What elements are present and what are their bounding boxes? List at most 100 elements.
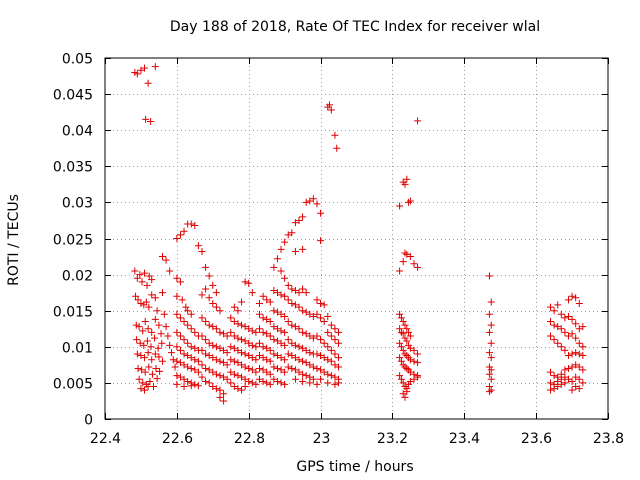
- data-point: [281, 380, 289, 388]
- data-point: [266, 370, 274, 378]
- data-point: [141, 368, 149, 376]
- data-point: [295, 325, 303, 333]
- data-point: [194, 368, 202, 376]
- data-point: [485, 370, 493, 378]
- data-point: [327, 372, 335, 380]
- data-point: [266, 346, 274, 354]
- data-point: [396, 325, 404, 333]
- data-point: [157, 330, 165, 338]
- data-point: [255, 375, 263, 383]
- data-point: [320, 368, 328, 376]
- data-point: [335, 354, 343, 362]
- data-point: [140, 341, 148, 349]
- chart-title: Day 188 of 2018, Rate Of TEC Index for r…: [170, 19, 540, 35]
- data-point: [403, 325, 411, 333]
- data-point: [144, 79, 152, 87]
- data-point: [230, 383, 238, 391]
- data-point: [205, 366, 213, 374]
- data-point: [184, 377, 192, 385]
- data-point: [270, 323, 278, 331]
- data-point: [547, 379, 555, 387]
- data-point: [238, 321, 246, 329]
- data-point: [255, 310, 263, 318]
- data-point: [579, 323, 587, 331]
- data-point: [141, 386, 149, 394]
- data-point: [216, 328, 224, 336]
- data-point: [320, 339, 328, 347]
- data-point: [198, 373, 206, 381]
- data-point: [266, 318, 274, 326]
- data-point: [216, 372, 224, 380]
- data-point: [281, 368, 289, 376]
- data-point: [223, 361, 231, 369]
- data-point: [291, 341, 299, 349]
- data-point: [139, 379, 147, 387]
- data-point: [414, 359, 422, 367]
- data-point: [575, 385, 583, 393]
- data-point: [147, 118, 155, 126]
- data-point: [151, 294, 159, 302]
- data-point: [564, 332, 572, 340]
- data-point: [299, 328, 307, 336]
- data-point: [263, 344, 271, 352]
- plot-frame: [104, 57, 609, 420]
- data-point: [263, 296, 271, 304]
- data-point: [259, 292, 267, 300]
- axis-ticks: 22.4 22.6 22.8 23 23.2 23.4 23.6 23.8 0 0.005 0.01…: [53, 52, 624, 448]
- data-point: [313, 200, 321, 208]
- y-axis-label: ROTI / TECUs: [6, 194, 22, 286]
- data-point: [266, 357, 274, 365]
- data-point: [220, 390, 228, 398]
- data-point: [299, 213, 307, 221]
- data-point: [191, 380, 199, 388]
- data-point: [187, 343, 195, 351]
- data-point: [335, 363, 343, 371]
- data-point: [288, 351, 296, 359]
- data-point: [550, 336, 558, 344]
- data-point: [141, 318, 149, 326]
- data-point: [171, 363, 179, 371]
- data-point: [187, 325, 195, 333]
- data-point: [220, 373, 228, 381]
- data-point: [158, 339, 166, 347]
- data-point: [238, 298, 246, 306]
- data-point: [309, 312, 317, 320]
- data-point: [306, 332, 314, 340]
- data-point: [270, 336, 278, 344]
- data-point: [259, 377, 267, 385]
- data-point: [187, 354, 195, 362]
- data-point: [335, 328, 343, 336]
- data-point: [396, 372, 404, 380]
- data-point: [295, 368, 303, 376]
- data-point: [485, 272, 493, 280]
- data-point: [277, 267, 285, 275]
- data-point: [335, 339, 343, 347]
- data-point: [162, 256, 170, 264]
- data-point: [487, 321, 495, 329]
- data-point: [557, 310, 565, 318]
- data-point: [302, 346, 310, 354]
- data-point: [173, 274, 181, 282]
- data-point: [554, 301, 562, 309]
- data-point: [313, 380, 321, 388]
- data-point: [302, 359, 310, 367]
- data-point: [572, 373, 580, 381]
- data-point: [143, 281, 151, 289]
- data-point: [266, 332, 274, 340]
- data-point: [136, 339, 144, 347]
- data-point: [184, 363, 192, 371]
- data-point: [234, 359, 242, 367]
- data-point: [547, 303, 555, 311]
- data-point: [134, 296, 142, 304]
- data-point: [414, 350, 422, 358]
- data-point: [410, 375, 418, 383]
- data-point: [132, 292, 140, 300]
- data-point: [173, 343, 181, 351]
- data-point: [273, 351, 281, 359]
- data-point: [220, 346, 228, 354]
- data-point: [401, 180, 409, 188]
- data-point: [324, 370, 332, 378]
- data-point: [241, 323, 249, 331]
- data-point: [259, 366, 267, 374]
- data-point: [487, 366, 495, 374]
